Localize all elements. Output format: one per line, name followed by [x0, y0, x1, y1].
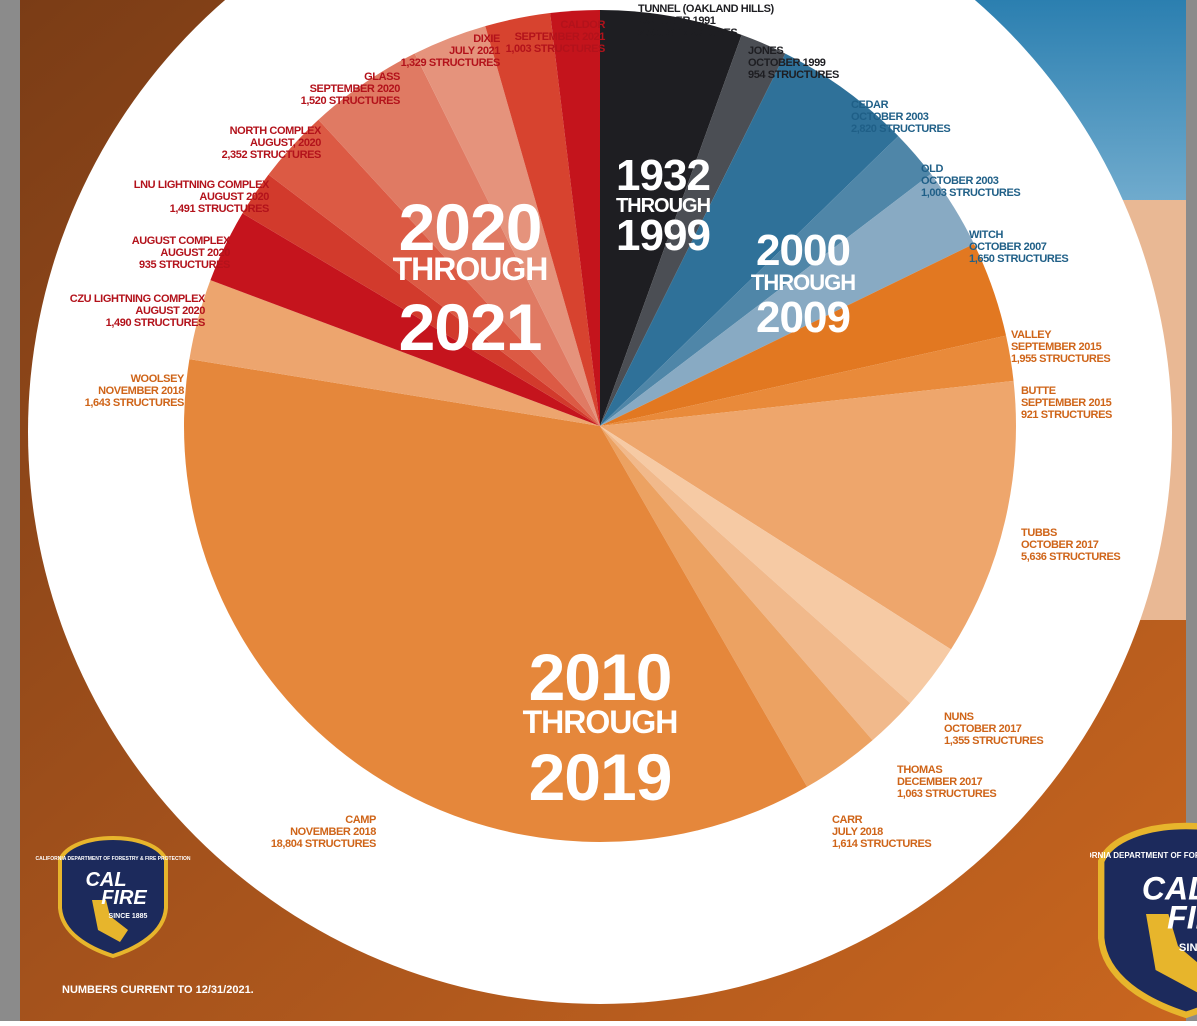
slice-name: NUNS [944, 711, 974, 723]
group-label: 1999 [616, 211, 710, 260]
slice-name: GLASS [364, 71, 400, 83]
logo-name: FIRE [101, 887, 147, 909]
data-label: 1,003 STRUCTURES [506, 43, 605, 55]
group-label: 2019 [529, 740, 672, 814]
slice-date: JULY 2018 [832, 826, 883, 838]
slice-name: WITCH [969, 229, 1004, 241]
slice-date: OCTOBER 2017 [1021, 539, 1099, 551]
slice-name: CAMP [345, 814, 376, 826]
data-label: 5,636 STRUCTURES [1021, 551, 1120, 563]
slice-date: OCTOBER 1999 [748, 57, 826, 69]
logo-name: FIRE [1167, 899, 1197, 935]
chart: TUNNEL (OAKLAND HILLS)OCTOBER 19912,900 … [0, 0, 1197, 1021]
slice-date: OCTOBER 2003 [851, 111, 929, 123]
slice-date: NOVEMBER 2018 [290, 826, 376, 838]
slice-name: WOOLSEY [131, 373, 185, 385]
data-label: 2,900 STRUCTURES [638, 27, 737, 39]
logo-since: SINCE 1885 [1179, 942, 1197, 954]
slice-date: SEPTEMBER 2015 [1021, 397, 1112, 409]
data-label: 954 STRUCTURES [748, 69, 839, 81]
group-label: 2010 [529, 640, 672, 714]
slice-name: THOMAS [897, 764, 942, 776]
slice-date: AUGUST 2020 [135, 305, 205, 317]
page: TUNNEL (OAKLAND HILLS)OCTOBER 19912,900 … [0, 0, 1197, 1021]
slice-date: SEPTEMBER 2015 [1011, 341, 1102, 353]
data-label: 2,820 STRUCTURES [851, 123, 950, 135]
slice-name: VALLEY [1011, 329, 1052, 341]
slice-date: SEPTEMBER 2020 [310, 83, 401, 95]
slice-name: TUNNEL (OAKLAND HILLS) [638, 3, 775, 15]
group-label: 2021 [399, 290, 542, 364]
data-label: 2,352 STRUCTURES [222, 149, 321, 161]
slice-name: CEDAR [851, 99, 889, 111]
data-label: 1,520 STRUCTURES [301, 95, 400, 107]
data-label: 921 STRUCTURES [1021, 409, 1112, 421]
group-label: THROUGH [751, 270, 855, 295]
group-label: THROUGH [393, 251, 548, 287]
slice-date: OCTOBER 2003 [921, 175, 999, 187]
data-label: 1,650 STRUCTURES [969, 253, 1068, 265]
data-label: 1,490 STRUCTURES [106, 317, 205, 329]
slice-date: DECEMBER 2017 [897, 776, 983, 788]
slice-name: CALDOR [560, 19, 605, 31]
slice-name: LNU LIGHTNING COMPLEX [134, 179, 270, 191]
slice-name: JONES [748, 45, 783, 57]
slice-name: CZU LIGHTNING COMPLEX [70, 293, 206, 305]
logo-since: SINCE 1885 [109, 913, 148, 920]
slice-name: TUBBS [1021, 527, 1057, 539]
slice-date: OCTOBER 1991 [638, 15, 716, 27]
group-label: 2009 [756, 293, 850, 342]
footnote: NUMBERS CURRENT TO 12/31/2021. [62, 984, 254, 996]
slice-date: AUGUST 2020 [160, 247, 230, 259]
slice-name: NORTH COMPLEX [230, 125, 322, 137]
group-label: 1932 [616, 151, 710, 200]
data-label: 1,643 STRUCTURES [85, 397, 184, 409]
slice-date: AUGUST 2020 [199, 191, 269, 203]
slice-date: JULY 2021 [449, 45, 500, 57]
group-label: 2000 [756, 226, 850, 275]
logo-agency: CALIFORNIA DEPARTMENT OF FORESTRY & FIRE… [36, 856, 191, 862]
slice-name: DIXIE [473, 33, 500, 45]
slice-date: NOVEMBER 2018 [98, 385, 184, 397]
slice-date: SEPTEMBER 2021 [515, 31, 606, 43]
group-label: THROUGH [523, 704, 678, 740]
data-label: 1,355 STRUCTURES [944, 735, 1043, 747]
slice-date: OCTOBER 2017 [944, 723, 1022, 735]
slice-name: AUGUST COMPLEX [132, 235, 231, 247]
slice-date: OCTOBER 2007 [969, 241, 1047, 253]
slice-name: BUTTE [1021, 385, 1056, 397]
slice-name: CARR [832, 814, 863, 826]
data-label: 18,804 STRUCTURES [271, 838, 376, 850]
data-label: 1,003 STRUCTURES [921, 187, 1020, 199]
data-label: 935 STRUCTURES [139, 259, 230, 271]
slice-date: AUGUST, 2020 [250, 137, 321, 149]
data-label: 1,063 STRUCTURES [897, 788, 996, 800]
slice-name: OLD [921, 163, 943, 175]
data-label: 1,614 STRUCTURES [832, 838, 931, 850]
data-label: 1,491 STRUCTURES [170, 203, 269, 215]
side-strip [0, 0, 20, 1021]
data-label: 1,955 STRUCTURES [1011, 353, 1110, 365]
data-label: 1,329 STRUCTURES [401, 57, 500, 69]
